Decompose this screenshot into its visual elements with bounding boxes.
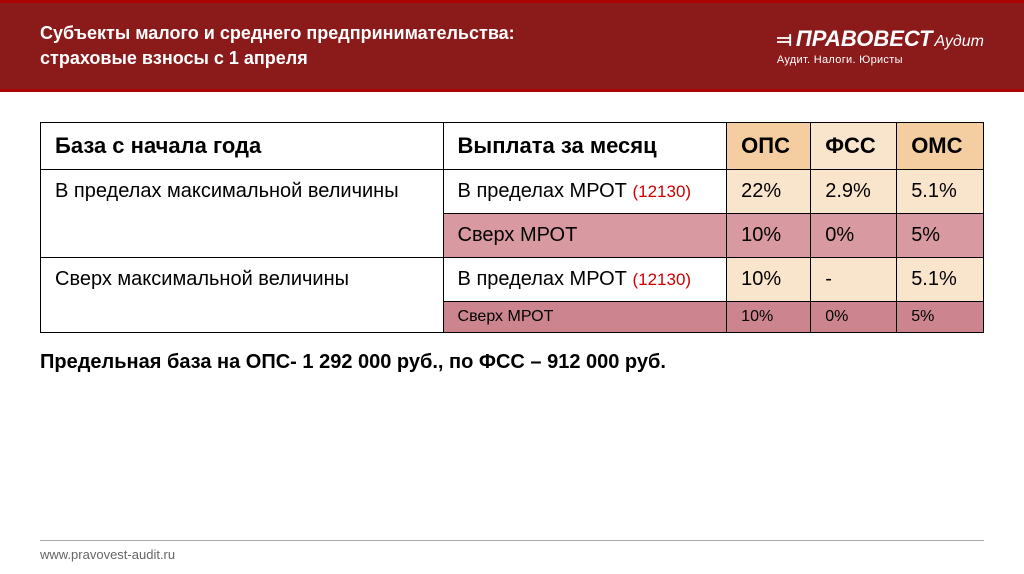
logo-audit-text: Аудит: [934, 33, 984, 51]
footer-url: www.pravovest-audit.ru: [40, 540, 984, 562]
th-payout: Выплата за месяц: [443, 123, 727, 170]
slide-title: Субъекты малого и среднего предпринимате…: [40, 21, 540, 71]
cell-ops: 22%: [727, 170, 811, 214]
th-fss: ФСС: [811, 123, 897, 170]
cell-base: Сверх максимальной величины: [41, 258, 444, 333]
cell-ops: 10%: [727, 258, 811, 302]
cell-fss: 2.9%: [811, 170, 897, 214]
cell-fss: 0%: [811, 214, 897, 258]
content-area: База с начала года Выплата за месяц ОПС …: [0, 92, 1024, 384]
logo-icon: ⫤: [777, 29, 792, 52]
th-base: База с начала года: [41, 123, 444, 170]
table-row: Сверх максимальной величины В пределах М…: [41, 258, 984, 302]
cell-ops: 10%: [727, 302, 811, 333]
cell-oms: 5%: [897, 302, 984, 333]
payout-prefix: В пределах МРОТ: [458, 268, 627, 290]
th-oms: ОМС: [897, 123, 984, 170]
cell-oms: 5.1%: [897, 258, 984, 302]
logo: ⫤ ПРАВОВЕСТ Аудит Аудит. Налоги. Юристы: [777, 26, 984, 66]
table-row: В пределах максимальной величины В преде…: [41, 170, 984, 214]
cell-payout: В пределах МРОТ (12130): [443, 170, 727, 214]
table-header-row: База с начала года Выплата за месяц ОПС …: [41, 123, 984, 170]
cell-oms: 5%: [897, 214, 984, 258]
logo-subtitle: Аудит. Налоги. Юристы: [777, 54, 984, 66]
mrot-value: (12130): [632, 182, 691, 201]
cell-payout: Сверх МРОТ: [443, 302, 727, 333]
rates-table: База с начала года Выплата за месяц ОПС …: [40, 122, 984, 333]
mrot-value: (12130): [632, 270, 691, 289]
cell-fss: -: [811, 258, 897, 302]
cell-base: В пределах максимальной величины: [41, 170, 444, 258]
logo-main-text: ПРАВОВЕСТ: [796, 26, 933, 52]
cell-fss: 0%: [811, 302, 897, 333]
payout-prefix: В пределах МРОТ: [458, 180, 627, 202]
cell-payout: Сверх МРОТ: [443, 214, 727, 258]
cell-ops: 10%: [727, 214, 811, 258]
th-ops: ОПС: [727, 123, 811, 170]
footnote: Предельная база на ОПС- 1 292 000 руб., …: [40, 351, 984, 374]
cell-oms: 5.1%: [897, 170, 984, 214]
slide-header: Субъекты малого и среднего предпринимате…: [0, 0, 1024, 92]
cell-payout: В пределах МРОТ (12130): [443, 258, 727, 302]
